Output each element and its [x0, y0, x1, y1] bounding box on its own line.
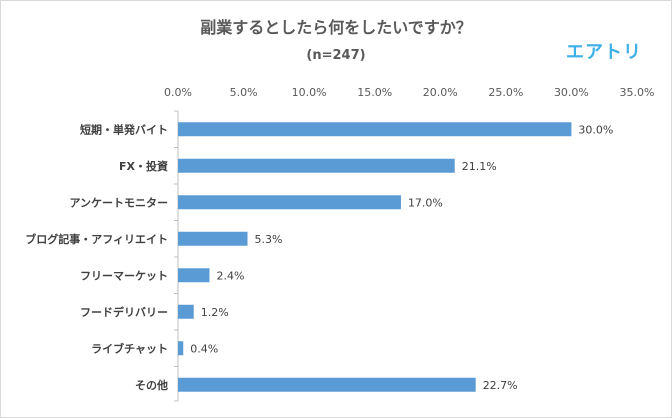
data-label: 17.0% [408, 196, 443, 209]
category-label: ブログ記事・アフィリエイト [25, 232, 168, 246]
data-label: 30.0% [578, 123, 613, 136]
data-label: 0.4% [190, 342, 218, 355]
x-tick-label: 20.0% [423, 86, 458, 99]
bar [178, 377, 476, 392]
bar [178, 158, 455, 173]
x-tick-label: 30.0% [554, 86, 589, 99]
category-label: その他 [135, 378, 168, 392]
data-label: 2.4% [216, 269, 244, 282]
chart-subtitle: (n=247) [306, 48, 366, 63]
x-tick-label: 15.0% [357, 86, 392, 99]
x-tick-label: 35.0% [620, 86, 655, 99]
data-label: 22.7% [483, 379, 518, 392]
x-tick-label: 10.0% [292, 86, 327, 99]
x-tick-label: 0.0% [164, 86, 192, 99]
category-label: アンケートモニター [69, 196, 168, 209]
data-label: 21.1% [462, 160, 497, 173]
bar [178, 195, 401, 210]
x-tick-label: 25.0% [488, 86, 523, 99]
data-label: 5.3% [255, 233, 283, 246]
category-label: FX・投資 [119, 159, 168, 173]
bar [178, 231, 248, 246]
bar [178, 341, 184, 356]
bar [178, 122, 572, 137]
category-label: フリーマーケット [80, 269, 168, 282]
bar [178, 304, 194, 319]
data-label: 1.2% [201, 306, 229, 319]
category-label: ライブチャット [91, 341, 168, 355]
x-tick-label: 5.0% [230, 86, 258, 99]
category-label: フードデリバリー [80, 305, 168, 319]
chart-title: 副業するとしたら何をしたいですか？ [200, 18, 472, 37]
category-label: 短期・単発バイト [80, 122, 168, 136]
bar [178, 268, 210, 283]
brand-logo: エアトリ [566, 42, 642, 63]
